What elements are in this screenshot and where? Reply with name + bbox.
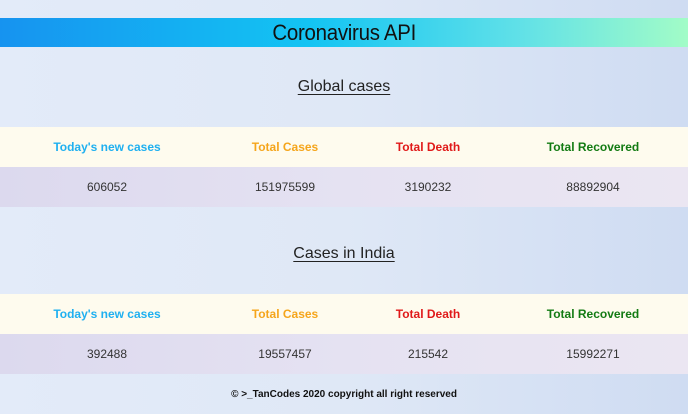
global-section-title: Global cases <box>0 78 688 96</box>
india-header-new-cases: Today's new cases <box>53 307 161 321</box>
global-header-total-cases: Total Cases <box>251 140 319 154</box>
footer-copyright: © >_TanCodes 2020 copyright all right re… <box>231 389 457 400</box>
global-cases-table: Today's new cases Total Cases Total Deat… <box>0 127 688 207</box>
global-section-title-text: Global cases <box>297 78 391 95</box>
global-header-total-recovered: Total Recovered <box>546 140 640 154</box>
global-value-total-cases: 151975599 <box>254 180 316 194</box>
global-table-values-row: 606052 151975599 3190232 88892904 <box>0 167 688 207</box>
india-value-total-death: 215542 <box>407 347 449 361</box>
india-header-total-cases: Total Cases <box>251 307 319 321</box>
india-section-title: Cases in India <box>0 245 688 263</box>
india-header-total-death: Total Death <box>395 307 461 321</box>
india-cases-table: Today's new cases Total Cases Total Deat… <box>0 294 688 374</box>
india-table-header-row: Today's new cases Total Cases Total Deat… <box>0 294 688 334</box>
india-table-values-row: 392488 19557457 215542 15992271 <box>0 334 688 374</box>
page-title: Coronavirus API <box>272 19 416 45</box>
india-section-title-text: Cases in India <box>293 245 395 262</box>
india-value-new-cases: 392488 <box>86 347 128 361</box>
india-value-total-recovered: 15992271 <box>566 347 620 361</box>
india-value-total-cases: 19557457 <box>258 347 312 361</box>
india-header-total-recovered: Total Recovered <box>546 307 640 321</box>
global-value-total-death: 3190232 <box>404 180 452 194</box>
app-header: Coronavirus API <box>0 18 688 47</box>
global-value-new-cases: 606052 <box>86 180 128 194</box>
global-value-total-recovered: 88892904 <box>566 180 620 194</box>
global-table-header-row: Today's new cases Total Cases Total Deat… <box>0 127 688 167</box>
global-header-total-death: Total Death <box>395 140 461 154</box>
global-header-new-cases: Today's new cases <box>53 140 161 154</box>
